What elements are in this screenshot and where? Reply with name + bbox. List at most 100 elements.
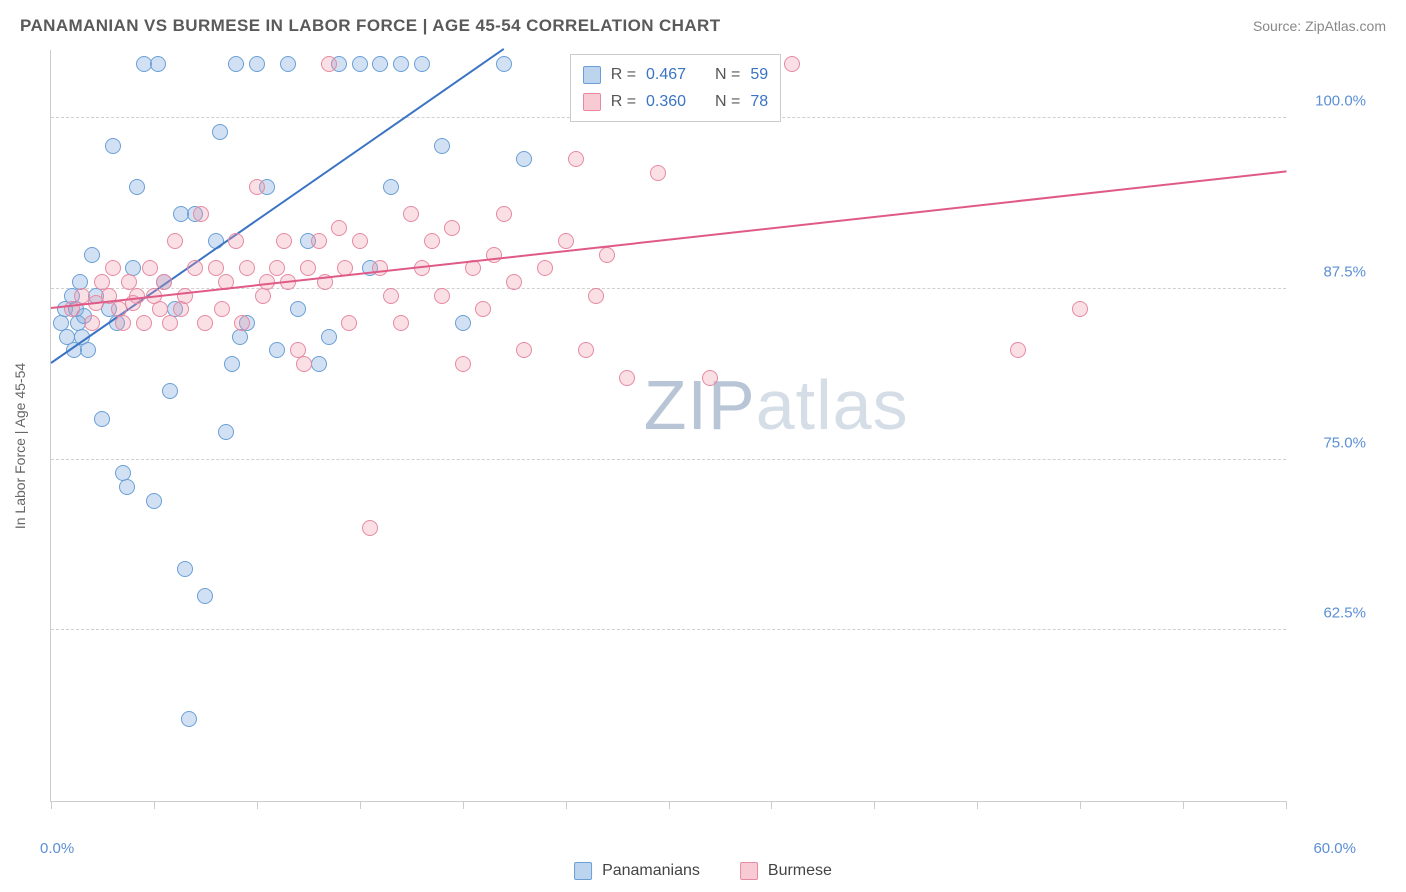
x-tick [669, 801, 670, 809]
data-point [94, 411, 110, 427]
bottom-legend: Panamanians Burmese [574, 862, 832, 880]
data-point [197, 315, 213, 331]
data-point [434, 138, 450, 154]
stat-r-value: 0.360 [646, 88, 686, 115]
data-point [331, 220, 347, 236]
data-point [496, 56, 512, 72]
data-point [588, 288, 604, 304]
x-tick [1080, 801, 1081, 809]
watermark: ZIPatlas [644, 365, 909, 445]
data-point [290, 301, 306, 317]
x-tick [154, 801, 155, 809]
data-point [434, 288, 450, 304]
grid-line [51, 459, 1286, 460]
data-point [136, 315, 152, 331]
stats-row: R =0.360 N =78 [583, 88, 768, 115]
legend-item: Panamanians [574, 862, 700, 880]
data-point [105, 260, 121, 276]
data-point [383, 288, 399, 304]
data-point [119, 479, 135, 495]
y-tick-label: 87.5% [1296, 263, 1366, 280]
legend-label: Panamanians [602, 862, 700, 880]
data-point [362, 520, 378, 536]
data-point [619, 370, 635, 386]
data-point [383, 179, 399, 195]
data-point [146, 493, 162, 509]
data-point [80, 342, 96, 358]
data-point [280, 56, 296, 72]
legend-swatch-burmese [740, 862, 758, 880]
data-point [599, 247, 615, 263]
data-point [455, 315, 471, 331]
data-point [424, 233, 440, 249]
data-point [276, 233, 292, 249]
data-point [475, 301, 491, 317]
data-point [177, 288, 193, 304]
data-point [393, 315, 409, 331]
data-point [784, 56, 800, 72]
legend-item: Burmese [740, 862, 832, 880]
data-point [84, 315, 100, 331]
data-point [1010, 342, 1026, 358]
data-point [496, 206, 512, 222]
x-tick [874, 801, 875, 809]
x-tick [360, 801, 361, 809]
stat-n-label: N = [715, 61, 740, 88]
data-point [341, 315, 357, 331]
grid-line [51, 629, 1286, 630]
data-point [537, 260, 553, 276]
watermark-bold: ZIP [644, 366, 756, 444]
data-point [444, 220, 460, 236]
data-point [255, 288, 271, 304]
data-point [352, 56, 368, 72]
data-point [177, 561, 193, 577]
x-tick [51, 801, 52, 809]
data-point [558, 233, 574, 249]
data-point [269, 342, 285, 358]
x-tick [1286, 801, 1287, 809]
data-point [352, 233, 368, 249]
x-tick [977, 801, 978, 809]
data-point [516, 151, 532, 167]
data-point [162, 383, 178, 399]
data-point [249, 179, 265, 195]
data-point [321, 329, 337, 345]
data-point [321, 56, 337, 72]
data-point [296, 356, 312, 372]
y-tick-label: 62.5% [1296, 605, 1366, 622]
stats-row: R =0.467 N =59 [583, 61, 768, 88]
data-point [181, 711, 197, 727]
data-point [150, 56, 166, 72]
watermark-light: atlas [756, 366, 909, 444]
data-point [197, 588, 213, 604]
stats-box: R =0.467 N =59R =0.360 N =78 [570, 54, 781, 122]
stat-r-value: 0.467 [646, 61, 686, 88]
data-point [214, 301, 230, 317]
data-point [311, 356, 327, 372]
x-tick [1183, 801, 1184, 809]
data-point [650, 165, 666, 181]
data-point [224, 356, 240, 372]
stat-r-label: R = [611, 88, 636, 115]
data-point [311, 233, 327, 249]
data-point [393, 56, 409, 72]
data-point [156, 274, 172, 290]
x-end-label: 60.0% [1313, 840, 1356, 857]
data-point [142, 260, 158, 276]
data-point [568, 151, 584, 167]
x-tick [566, 801, 567, 809]
data-point [218, 424, 234, 440]
data-point [1072, 301, 1088, 317]
chart-title: PANAMANIAN VS BURMESE IN LABOR FORCE | A… [20, 16, 721, 36]
legend-label: Burmese [768, 862, 832, 880]
y-tick-label: 75.0% [1296, 434, 1366, 451]
x-start-label: 0.0% [40, 840, 74, 857]
stats-swatch [583, 66, 601, 84]
data-point [372, 260, 388, 276]
plot-area: ZIPatlas 62.5%75.0%87.5%100.0%R =0.467 N… [50, 50, 1286, 802]
y-tick-label: 100.0% [1296, 93, 1366, 110]
x-tick [771, 801, 772, 809]
source-label: Source: ZipAtlas.com [1253, 18, 1386, 34]
data-point [105, 138, 121, 154]
x-tick [463, 801, 464, 809]
